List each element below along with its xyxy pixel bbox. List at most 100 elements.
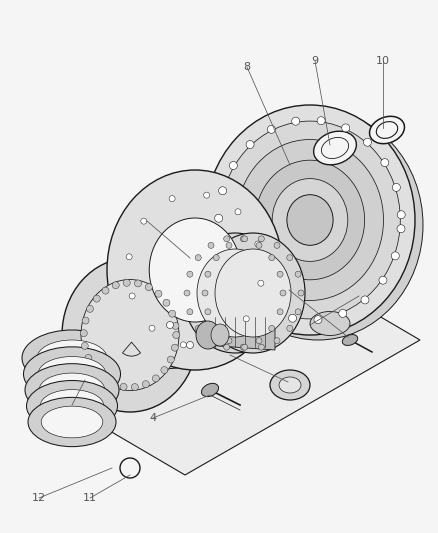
Ellipse shape [196, 321, 220, 349]
Ellipse shape [149, 218, 241, 322]
Circle shape [126, 254, 132, 260]
Circle shape [258, 344, 265, 350]
Circle shape [141, 218, 147, 224]
Circle shape [120, 383, 127, 390]
Ellipse shape [310, 311, 350, 335]
Ellipse shape [81, 280, 179, 391]
Circle shape [180, 342, 187, 348]
Circle shape [274, 243, 280, 248]
Circle shape [85, 354, 92, 361]
Circle shape [166, 321, 173, 328]
Circle shape [224, 344, 230, 350]
Ellipse shape [197, 249, 273, 337]
Circle shape [379, 276, 387, 284]
Circle shape [397, 225, 405, 233]
Circle shape [287, 325, 293, 332]
Circle shape [219, 187, 226, 195]
Circle shape [123, 279, 130, 286]
Wedge shape [123, 342, 141, 356]
Polygon shape [140, 290, 220, 370]
Circle shape [134, 280, 141, 287]
Circle shape [187, 342, 194, 349]
Circle shape [218, 242, 226, 250]
Circle shape [381, 159, 389, 167]
Ellipse shape [272, 179, 348, 261]
Text: 11: 11 [83, 493, 97, 503]
Circle shape [155, 290, 162, 297]
Circle shape [295, 309, 301, 315]
Text: 12: 12 [32, 493, 46, 503]
Circle shape [277, 271, 283, 277]
Circle shape [277, 309, 283, 315]
Circle shape [169, 310, 176, 317]
Ellipse shape [201, 383, 219, 397]
Ellipse shape [279, 377, 301, 393]
Circle shape [208, 337, 214, 344]
Ellipse shape [37, 340, 107, 376]
Text: 6: 6 [144, 216, 151, 226]
Circle shape [265, 305, 272, 313]
Circle shape [195, 325, 201, 332]
Circle shape [267, 125, 276, 133]
Circle shape [314, 316, 322, 324]
Circle shape [171, 344, 178, 351]
Ellipse shape [22, 330, 122, 386]
Circle shape [242, 344, 247, 350]
Circle shape [230, 161, 237, 169]
Circle shape [242, 236, 247, 242]
Circle shape [109, 380, 116, 387]
Circle shape [173, 332, 180, 338]
Circle shape [213, 325, 219, 332]
Ellipse shape [376, 122, 398, 139]
Circle shape [226, 337, 232, 344]
Circle shape [145, 284, 152, 290]
Ellipse shape [370, 116, 404, 144]
Circle shape [205, 271, 211, 277]
Circle shape [289, 314, 297, 322]
Ellipse shape [107, 170, 283, 370]
Circle shape [91, 365, 98, 372]
Circle shape [172, 322, 179, 329]
Ellipse shape [28, 398, 116, 447]
Circle shape [82, 317, 89, 324]
Circle shape [152, 375, 159, 382]
Circle shape [269, 325, 275, 332]
Circle shape [215, 338, 221, 344]
Circle shape [240, 236, 246, 242]
Text: 2: 2 [356, 291, 363, 301]
Ellipse shape [205, 105, 415, 335]
Circle shape [120, 458, 140, 478]
Ellipse shape [183, 233, 287, 353]
Circle shape [317, 117, 325, 125]
Polygon shape [205, 315, 275, 350]
Circle shape [215, 214, 223, 222]
Circle shape [80, 330, 87, 337]
Circle shape [287, 255, 293, 261]
Ellipse shape [201, 233, 305, 353]
Circle shape [364, 138, 371, 146]
Circle shape [228, 268, 236, 276]
Circle shape [298, 290, 304, 296]
Circle shape [258, 236, 265, 242]
Circle shape [204, 192, 210, 198]
Circle shape [195, 255, 201, 261]
Ellipse shape [287, 195, 333, 245]
Circle shape [112, 282, 119, 289]
Ellipse shape [270, 370, 310, 400]
Text: 3: 3 [68, 400, 75, 410]
Circle shape [256, 243, 262, 248]
Circle shape [280, 290, 286, 296]
Ellipse shape [39, 373, 105, 407]
Circle shape [81, 342, 88, 350]
Circle shape [244, 289, 252, 297]
Circle shape [392, 183, 400, 191]
Circle shape [274, 337, 280, 344]
Circle shape [93, 295, 100, 302]
Ellipse shape [314, 131, 357, 165]
Circle shape [169, 196, 175, 201]
Text: 7: 7 [286, 285, 293, 295]
Circle shape [243, 316, 249, 322]
Circle shape [187, 309, 193, 315]
Ellipse shape [342, 335, 358, 345]
Ellipse shape [215, 249, 291, 337]
